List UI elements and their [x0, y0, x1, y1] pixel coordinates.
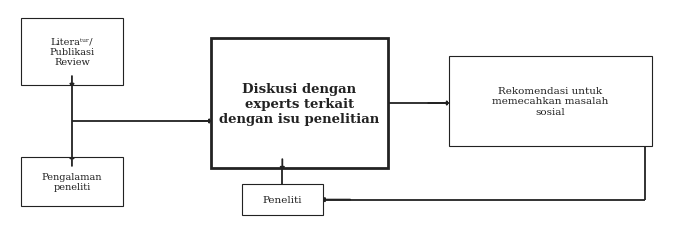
Text: Rekomendasi untuk
memecahkan masalah
sosial: Rekomendasi untuk memecahkan masalah sos… [492, 86, 609, 116]
FancyBboxPatch shape [21, 19, 123, 86]
FancyBboxPatch shape [211, 39, 388, 168]
Text: Diskusi dengan
experts terkait
dengan isu penelitian: Diskusi dengan experts terkait dengan is… [219, 82, 379, 125]
FancyBboxPatch shape [21, 157, 123, 206]
Text: Peneliti: Peneliti [262, 195, 302, 204]
FancyBboxPatch shape [449, 57, 652, 146]
Text: Pengalaman
peneliti: Pengalaman peneliti [41, 172, 102, 191]
FancyBboxPatch shape [241, 184, 323, 215]
Text: Literaᵗᵘʳ/
Publikasi
Review: Literaᵗᵘʳ/ Publikasi Review [50, 37, 95, 67]
